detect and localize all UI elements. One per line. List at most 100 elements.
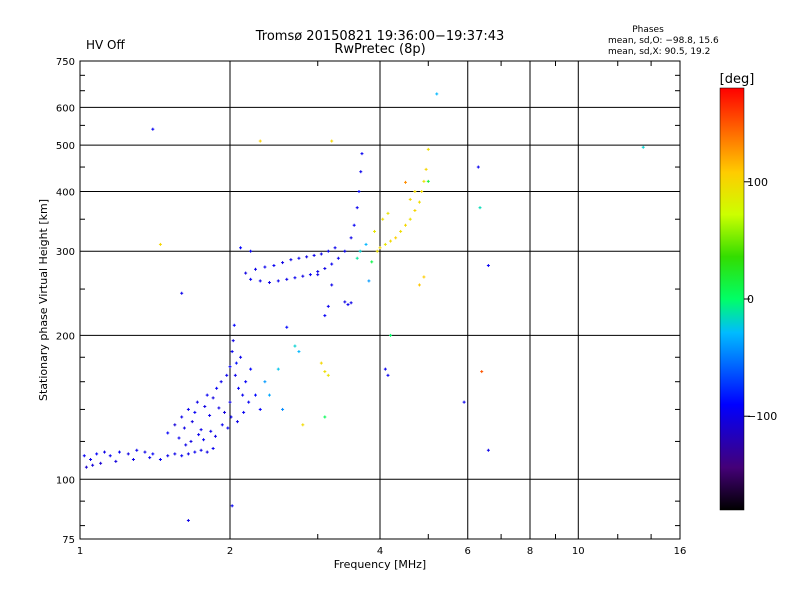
data-point xyxy=(267,281,271,285)
data-point xyxy=(312,253,316,257)
phase-colorbar xyxy=(719,87,745,511)
data-point xyxy=(219,380,223,384)
data-point xyxy=(135,448,139,452)
data-point xyxy=(209,429,213,433)
data-point xyxy=(258,407,262,411)
data-point xyxy=(241,393,245,397)
data-point xyxy=(381,217,385,221)
data-point xyxy=(95,452,99,456)
data-point xyxy=(293,276,297,280)
data-point xyxy=(263,265,267,269)
data-point xyxy=(417,200,421,204)
data-point xyxy=(249,277,253,281)
data-point xyxy=(343,300,347,304)
data-point xyxy=(297,256,301,260)
data-point xyxy=(378,246,382,250)
data-point xyxy=(239,246,243,250)
data-point xyxy=(91,463,95,467)
data-point xyxy=(205,393,209,397)
data-point xyxy=(186,452,190,456)
data-point xyxy=(333,246,337,250)
data-point xyxy=(233,373,237,377)
data-point xyxy=(358,249,362,253)
data-point xyxy=(148,456,152,460)
data-point xyxy=(272,264,276,268)
data-point xyxy=(228,365,232,369)
data-point xyxy=(394,236,398,240)
data-point xyxy=(336,256,340,260)
x-tick-label: 2 xyxy=(227,546,233,557)
x-tick-label: 8 xyxy=(527,546,533,557)
data-point xyxy=(267,393,271,397)
data-point xyxy=(231,339,235,343)
data-point xyxy=(316,273,320,277)
x-tick-label: 1 xyxy=(77,546,83,557)
data-point xyxy=(364,242,368,246)
data-point xyxy=(486,264,490,268)
data-point xyxy=(319,361,323,365)
data-point xyxy=(316,270,320,274)
data-point xyxy=(420,189,424,193)
data-point xyxy=(263,380,267,384)
data-point xyxy=(403,180,407,184)
x-tick-label: 6 xyxy=(465,546,471,557)
data-point xyxy=(417,283,421,287)
data-point xyxy=(108,454,112,458)
data-point xyxy=(205,450,209,454)
data-point xyxy=(247,400,251,404)
data-point xyxy=(386,373,390,377)
data-point xyxy=(480,370,484,374)
x-tick-label: 4 xyxy=(377,546,383,557)
data-point xyxy=(426,147,430,151)
data-point xyxy=(326,304,330,308)
data-point xyxy=(285,325,289,329)
data-point xyxy=(285,277,289,281)
data-point xyxy=(343,249,347,253)
colorbar-tick-label: −100 xyxy=(747,410,777,423)
data-point xyxy=(424,167,428,171)
phase-stats-heading: Phases xyxy=(632,25,664,35)
data-point xyxy=(180,415,184,419)
data-point xyxy=(199,448,203,452)
data-point xyxy=(182,426,186,430)
data-point xyxy=(186,407,190,411)
data-point xyxy=(195,400,199,404)
data-point xyxy=(323,370,327,374)
colorbar-tick-label: 0 xyxy=(747,293,754,306)
data-point xyxy=(355,206,359,210)
data-point xyxy=(281,407,285,411)
data-point xyxy=(323,415,327,419)
data-point xyxy=(239,355,243,359)
data-point xyxy=(355,256,359,260)
data-point xyxy=(276,367,280,371)
data-point xyxy=(297,350,301,354)
data-point xyxy=(235,420,239,424)
x-tick-label: 10 xyxy=(572,546,585,557)
data-point xyxy=(386,211,390,215)
data-point xyxy=(213,434,217,438)
data-point xyxy=(193,410,197,414)
data-point xyxy=(359,170,363,174)
data-point xyxy=(375,249,379,253)
data-point xyxy=(180,291,184,295)
y-tick-label: 200 xyxy=(56,331,75,342)
data-point xyxy=(408,197,412,201)
data-point xyxy=(220,423,224,427)
plot-grid xyxy=(80,61,680,539)
data-point xyxy=(641,145,645,149)
phase-stats-o: mean, sd,O: −98.8, 15.6 xyxy=(608,36,719,46)
data-point xyxy=(82,454,86,458)
data-point xyxy=(193,450,197,454)
data-point xyxy=(478,206,482,210)
data-point xyxy=(370,260,374,264)
data-point xyxy=(346,303,350,307)
colorbar-ticks: 100 0 −100 xyxy=(744,176,777,423)
plot-frame xyxy=(79,60,681,540)
data-point xyxy=(319,252,323,256)
data-point xyxy=(301,423,305,427)
data-point xyxy=(330,283,334,287)
data-point xyxy=(352,223,356,227)
data-point xyxy=(211,396,215,400)
data-point xyxy=(236,386,240,390)
data-point xyxy=(349,301,353,305)
